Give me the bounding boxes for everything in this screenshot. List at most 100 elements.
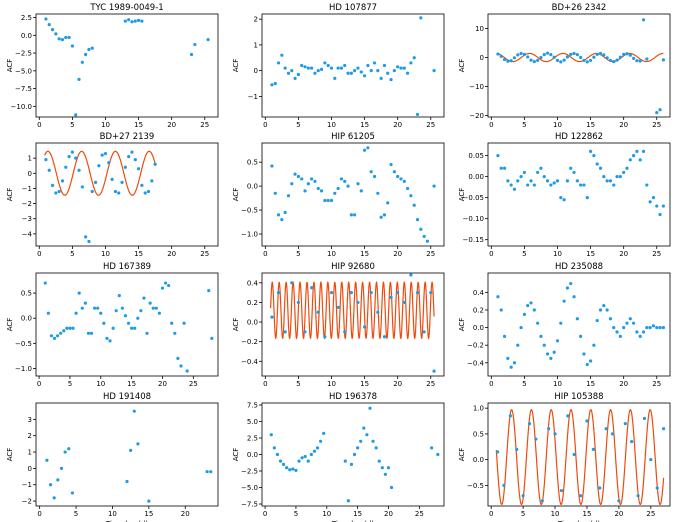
data-point bbox=[130, 150, 134, 154]
data-point bbox=[306, 66, 310, 70]
data-point bbox=[97, 164, 101, 168]
data-point bbox=[108, 339, 112, 343]
x-tick-label: 10 bbox=[327, 380, 336, 388]
x-tick-label: 15 bbox=[360, 121, 369, 129]
panel-title: HIP 92680 bbox=[331, 262, 375, 272]
data-point bbox=[310, 286, 314, 290]
data-point bbox=[147, 499, 151, 503]
fit-curve bbox=[270, 280, 435, 340]
x-tick-label: 5 bbox=[522, 250, 526, 258]
data-point bbox=[294, 468, 298, 472]
data-point bbox=[59, 331, 63, 335]
data-point bbox=[77, 291, 81, 295]
data-point bbox=[280, 218, 284, 222]
data-point bbox=[44, 17, 48, 21]
data-point bbox=[547, 427, 551, 431]
data-point bbox=[638, 158, 642, 162]
data-point bbox=[130, 20, 134, 24]
data-point bbox=[516, 343, 520, 347]
data-point bbox=[150, 179, 154, 183]
data-point bbox=[422, 234, 426, 239]
panel-title: HD 107877 bbox=[329, 3, 377, 13]
data-point bbox=[645, 183, 649, 187]
data-point bbox=[508, 414, 512, 418]
data-point bbox=[313, 71, 317, 75]
data-point bbox=[346, 499, 350, 503]
data-point bbox=[306, 182, 310, 186]
y-tick-label: 1 bbox=[28, 155, 32, 163]
data-point bbox=[559, 60, 563, 64]
data-point bbox=[628, 158, 632, 162]
data-point bbox=[57, 189, 61, 194]
panel-title: HD 167389 bbox=[103, 262, 151, 272]
data-point bbox=[430, 446, 434, 450]
x-tick-label: 25 bbox=[415, 510, 424, 518]
data-point bbox=[641, 149, 646, 154]
x-tick-label: 0 bbox=[489, 380, 493, 388]
data-point bbox=[349, 71, 353, 75]
acf-panel-10: HD 191408 0 5 10 15 20 −2 −1 0 1 2 3 ACF Time lag (d) bbox=[6, 392, 219, 522]
data-point bbox=[371, 439, 375, 443]
data-point bbox=[146, 189, 151, 194]
x-tick-label: 0 bbox=[263, 250, 267, 258]
y-tick-label: −3 bbox=[22, 215, 32, 223]
data-point bbox=[359, 189, 363, 193]
data-point bbox=[356, 300, 360, 305]
data-point bbox=[57, 37, 61, 41]
data-point bbox=[565, 179, 570, 183]
data-point bbox=[102, 321, 106, 325]
data-point bbox=[67, 155, 71, 159]
data-point bbox=[559, 321, 563, 325]
data-point bbox=[499, 54, 503, 58]
x-tick-label: 10 bbox=[327, 121, 336, 129]
data-point bbox=[356, 182, 360, 186]
data-point bbox=[389, 78, 393, 82]
data-point bbox=[369, 170, 373, 174]
data-point bbox=[70, 150, 74, 154]
data-point bbox=[509, 183, 513, 187]
data-point bbox=[70, 44, 74, 48]
data-point bbox=[662, 427, 666, 431]
data-point bbox=[539, 334, 543, 338]
data-point bbox=[386, 201, 390, 205]
x-tick-label: 20 bbox=[619, 380, 628, 388]
data-point bbox=[612, 325, 616, 330]
x-tick-label: 25 bbox=[426, 121, 435, 129]
x-tick-label: 10 bbox=[96, 380, 105, 388]
data-point bbox=[297, 459, 301, 463]
data-point bbox=[366, 146, 370, 150]
x-tick-label: 0 bbox=[489, 510, 493, 518]
y-tick-label: −0.05 bbox=[463, 194, 484, 202]
data-point bbox=[349, 213, 353, 217]
x-tick-label: 0 bbox=[37, 250, 41, 258]
x-tick-label: 15 bbox=[360, 250, 369, 258]
data-point bbox=[303, 330, 307, 334]
panel-title: HD 235088 bbox=[555, 262, 603, 272]
data-point bbox=[628, 317, 632, 321]
data-point bbox=[333, 76, 337, 80]
x-tick-label: 0 bbox=[37, 510, 41, 518]
x-tick-label: 15 bbox=[127, 380, 136, 388]
data-point bbox=[80, 185, 84, 189]
data-point bbox=[343, 459, 347, 463]
data-point bbox=[270, 315, 274, 319]
axes-frame bbox=[35, 142, 219, 247]
data-point bbox=[651, 324, 656, 328]
panel-title: BD+27 2139 bbox=[100, 132, 155, 142]
data-point bbox=[336, 186, 340, 191]
data-point bbox=[496, 295, 500, 299]
x-tick-label: 20 bbox=[619, 250, 628, 258]
data-point bbox=[529, 179, 533, 183]
y-tick-label: 1 bbox=[28, 449, 32, 457]
data-point bbox=[89, 331, 94, 335]
data-point bbox=[362, 148, 367, 152]
data-point bbox=[310, 177, 314, 181]
y-tick-label: 0.2 bbox=[473, 306, 484, 314]
data-point bbox=[392, 170, 396, 174]
data-point bbox=[509, 365, 513, 369]
data-point bbox=[579, 183, 583, 187]
data-point bbox=[349, 462, 354, 466]
data-point bbox=[396, 291, 400, 295]
acf-panel-9: HD 235088 0 5 10 15 20 25 −0.4 −0.2 0.0 0.2 0.4 ACF bbox=[458, 262, 671, 388]
data-point bbox=[50, 183, 55, 188]
